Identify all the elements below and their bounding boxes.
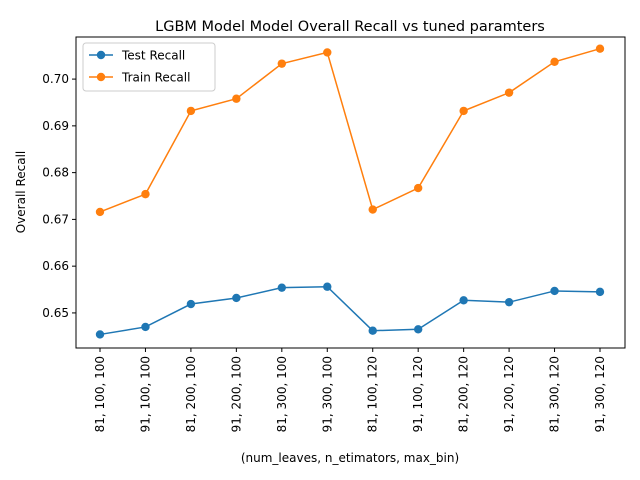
x-tick-label: 91, 100, 120 (411, 356, 425, 432)
data-point (323, 282, 332, 291)
x-tick-label: 81, 100, 120 (366, 356, 380, 432)
data-point (504, 88, 514, 97)
x-axis-label: (num_leaves, n_etimators, max_bin) (241, 451, 459, 465)
axes-frame (75, 36, 626, 349)
data-point (550, 286, 559, 296)
data-point (186, 106, 196, 116)
legend-label: Test Recall (121, 49, 185, 63)
x-axis-ticks: 81, 100, 100 91, 100, 100 81, 200, 100 91, … (93, 348, 607, 432)
x-tick-label: 81, 300, 100 (275, 356, 289, 432)
data-point (368, 326, 377, 335)
data-point (232, 94, 241, 103)
x-tick-label: 81, 200, 100 (184, 356, 198, 432)
data-point (504, 297, 514, 307)
y-tick-label: 0.68 (42, 166, 69, 180)
data-point (459, 296, 468, 305)
x-tick-label: 91, 300, 100 (320, 356, 334, 432)
chart-title: LGBM Model Model Overall Recall vs tuned… (155, 19, 545, 35)
data-point (413, 183, 423, 193)
x-tick-label: 91, 300, 120 (593, 356, 607, 432)
series-line (99, 285, 601, 336)
y-tick-label: 0.70 (42, 72, 69, 86)
data-point (368, 205, 377, 214)
x-tick-label: 91, 200, 120 (502, 356, 516, 432)
data-point (141, 189, 150, 199)
y-tick-label: 0.65 (42, 306, 69, 320)
legend: Test Recall Train Recall (82, 42, 216, 92)
data-point (595, 44, 605, 53)
data-point (413, 325, 423, 334)
data-point (95, 207, 105, 217)
data-point (141, 322, 150, 332)
series-line (99, 47, 601, 213)
y-axis-ticks: 0.65 0.66 0.67 0.68 0.69 0.70 (42, 72, 76, 320)
x-tick-label: 81, 200, 120 (457, 356, 471, 432)
plot-area (95, 44, 605, 339)
legend-label: Train Recall (121, 71, 190, 85)
legend-frame (82, 42, 216, 92)
data-point (459, 106, 468, 116)
y-axis-label: Overall Recall (14, 151, 28, 234)
data-point (550, 57, 559, 66)
data-point (277, 59, 287, 68)
data-point (277, 283, 287, 292)
legend-swatch-marker (96, 50, 106, 60)
legend-swatch-marker (96, 72, 106, 82)
data-point (95, 330, 105, 339)
y-tick-label: 0.66 (42, 259, 69, 273)
data-point (186, 299, 196, 309)
data-point (595, 287, 605, 297)
y-tick-label: 0.67 (42, 212, 69, 226)
data-point (232, 293, 241, 303)
x-tick-label: 91, 100, 100 (138, 356, 152, 432)
y-tick-label: 0.69 (42, 119, 69, 133)
x-tick-label: 81, 300, 120 (548, 356, 562, 432)
data-point (323, 48, 332, 57)
x-tick-label: 91, 200, 100 (229, 356, 243, 432)
x-tick-label: 81, 100, 100 (93, 356, 107, 432)
